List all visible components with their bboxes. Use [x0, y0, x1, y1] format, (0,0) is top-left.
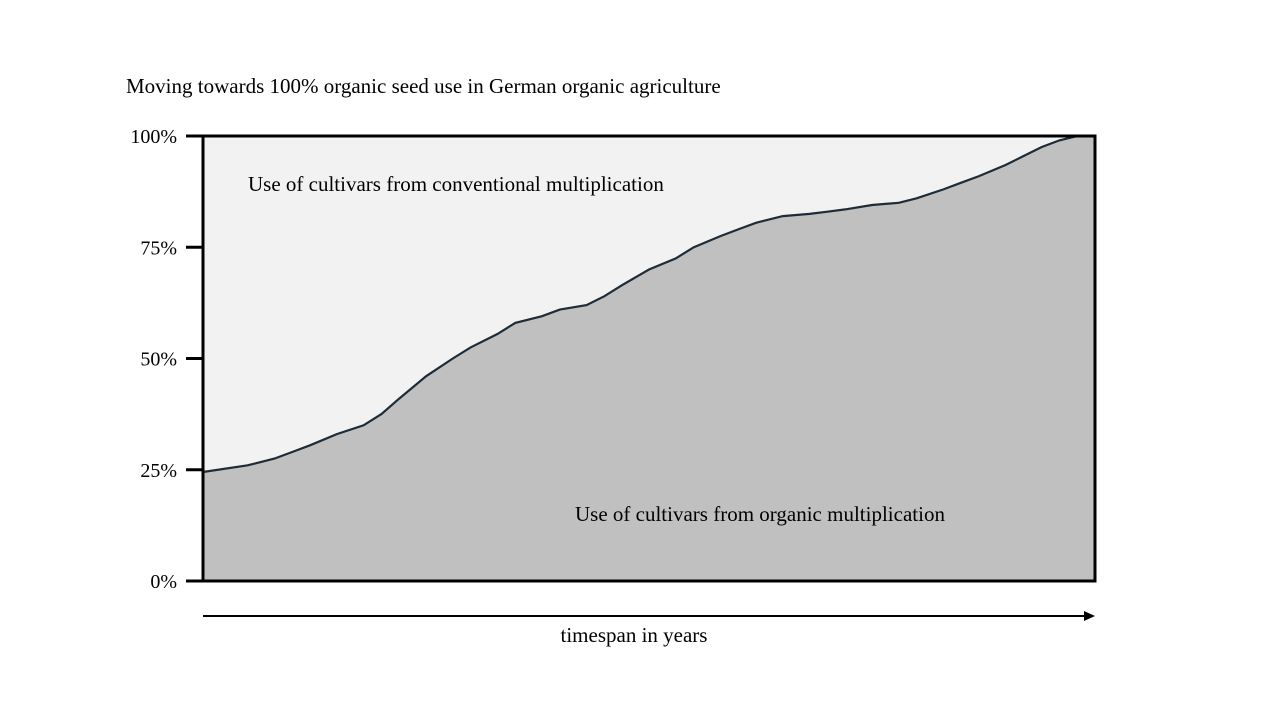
y-tick-label: 75% [140, 237, 177, 259]
y-tick-label: 25% [140, 460, 177, 482]
conventional-region-label: Use of cultivars from conventional multi… [248, 172, 664, 196]
y-tick-label: 50% [140, 349, 177, 371]
organic-boundary-line [202, 134, 1095, 474]
organic-area [203, 136, 1095, 581]
time-axis-arrow-head [1084, 611, 1095, 621]
organic-region-label: Use of cultivars from organic multiplica… [575, 502, 945, 526]
chart-title: Moving towards 100% organic seed use in … [126, 74, 721, 98]
y-tick-label: 0% [150, 571, 177, 593]
x-axis-label: timespan in years [561, 623, 708, 647]
y-axis-ticks: 0% 25% 50% 75% 100% [130, 126, 203, 593]
y-tick-label: 100% [130, 126, 177, 148]
